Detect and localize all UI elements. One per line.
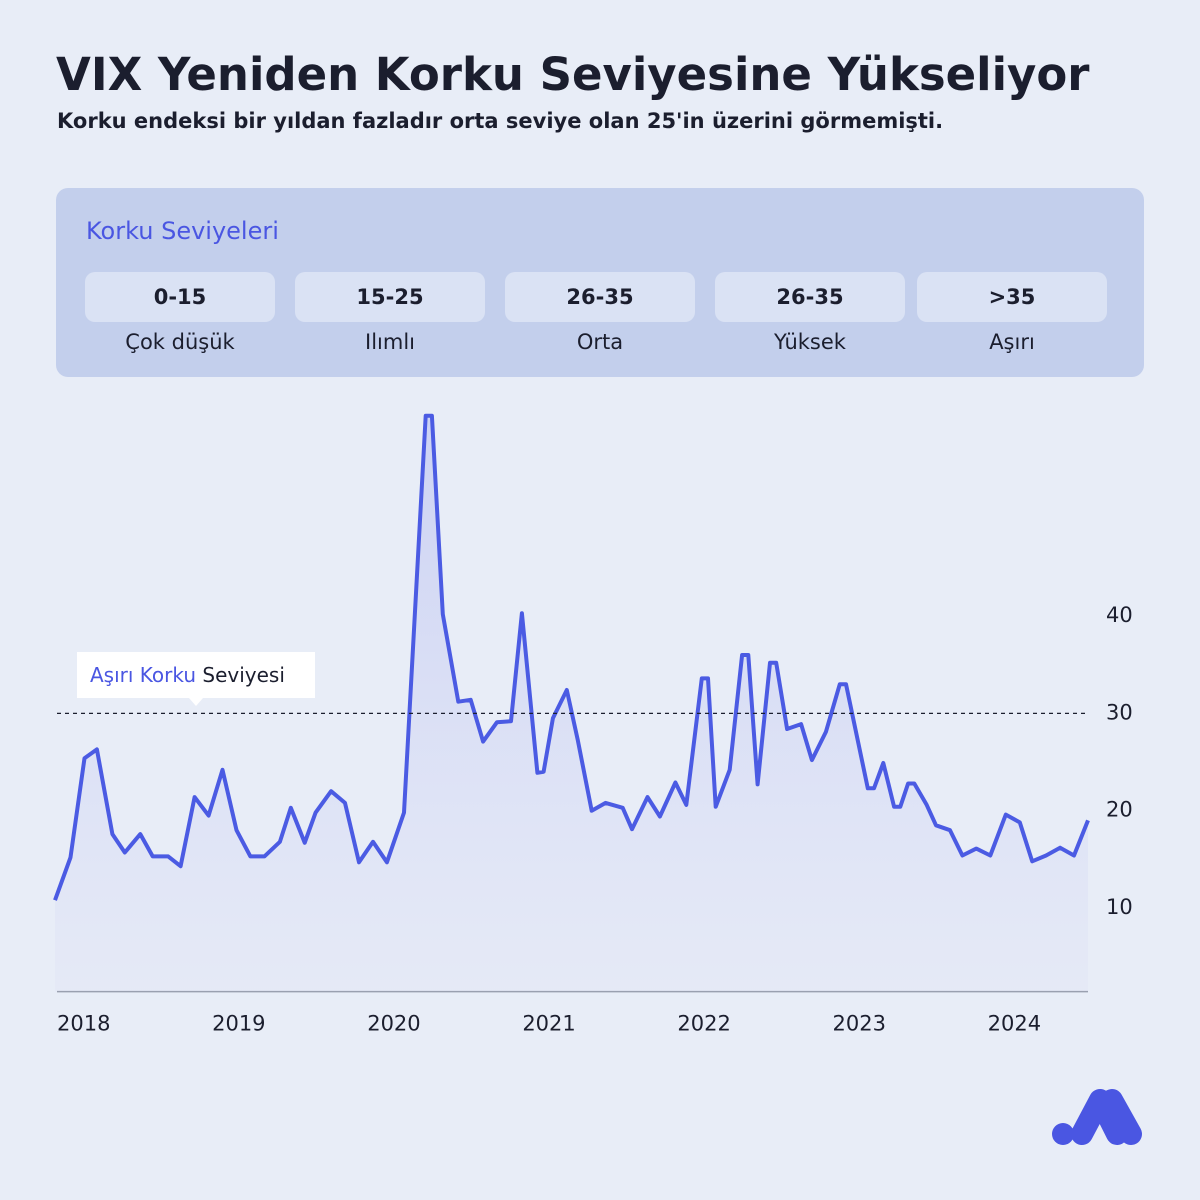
x-tick-label: 2023 — [833, 1012, 886, 1036]
annotation-highlight: Aşırı Korku — [90, 663, 196, 687]
annotation-box — [77, 652, 315, 706]
logo-stroke — [1071, 1089, 1128, 1145]
level-label: Orta — [577, 330, 623, 354]
y-tick-label: 30 — [1106, 700, 1133, 724]
logo-stroke — [1101, 1089, 1142, 1145]
y-tick-label: 20 — [1106, 798, 1133, 822]
level-label: Aşırı — [989, 330, 1035, 354]
level-box — [715, 272, 905, 322]
level-box — [505, 272, 695, 322]
x-tick-label: 2018 — [57, 1012, 110, 1036]
x-tick-label: 2020 — [367, 1012, 420, 1036]
logo — [1052, 1089, 1142, 1145]
title: VIX Yeniden Korku Seviyesine Yükseliyor — [56, 48, 1090, 101]
level-range: 26-35 — [566, 285, 633, 309]
logo-dot — [1052, 1123, 1074, 1145]
annotation: Aşırı Korku Seviyesi — [90, 663, 285, 687]
vix-line — [53, 413, 1090, 901]
x-tick-label: 2019 — [212, 1012, 265, 1036]
level-range: >35 — [989, 285, 1036, 309]
x-tick-label: 2022 — [677, 1012, 730, 1036]
annotation-rest: Seviyesi — [202, 663, 285, 687]
level-range: 15-25 — [356, 285, 423, 309]
level-box — [295, 272, 485, 322]
y-tick-label: 10 — [1106, 895, 1133, 919]
x-tick-label: 2021 — [522, 1012, 575, 1036]
levels-title: Korku Seviyeleri — [86, 217, 279, 245]
level-box — [917, 272, 1107, 322]
level-label: Yüksek — [773, 330, 847, 354]
y-tick-label: 40 — [1106, 603, 1133, 627]
level-box — [85, 272, 275, 322]
subtitle: Korku endeksi bir yıldan fazladır orta s… — [57, 109, 943, 133]
level-label: Ilımlı — [365, 330, 415, 354]
level-range: 0-15 — [154, 285, 207, 309]
level-range: 26-35 — [776, 285, 843, 309]
x-tick-label: 2024 — [988, 1012, 1041, 1036]
level-label: Çok düşük — [125, 330, 235, 354]
area — [55, 415, 1088, 992]
